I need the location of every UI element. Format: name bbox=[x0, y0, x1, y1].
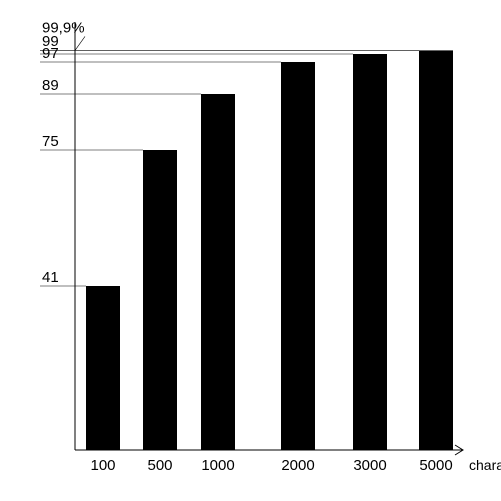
bar bbox=[419, 50, 453, 450]
y-tick-label: 75 bbox=[42, 133, 59, 150]
y-tick-label: 41 bbox=[42, 269, 59, 286]
bar bbox=[201, 94, 235, 450]
y-tick-label: 89 bbox=[42, 77, 59, 94]
x-tick-label: 5000 bbox=[419, 457, 452, 474]
x-tick-label: 500 bbox=[147, 457, 172, 474]
x-tick-label: 2000 bbox=[281, 457, 314, 474]
bar bbox=[281, 62, 315, 450]
x-axis-title: characters bbox=[469, 457, 501, 473]
x-tick-label: 100 bbox=[90, 457, 115, 474]
x-tick-label: 3000 bbox=[353, 457, 386, 474]
bar bbox=[143, 150, 177, 450]
bar bbox=[86, 286, 120, 450]
y-tick-label: 99,9% bbox=[42, 19, 85, 36]
x-tick-label: 1000 bbox=[201, 457, 234, 474]
bar-chart: 417589979999,9%1005001000200030005000cha… bbox=[0, 0, 501, 501]
leader-line bbox=[75, 36, 85, 50]
bar bbox=[353, 54, 387, 450]
